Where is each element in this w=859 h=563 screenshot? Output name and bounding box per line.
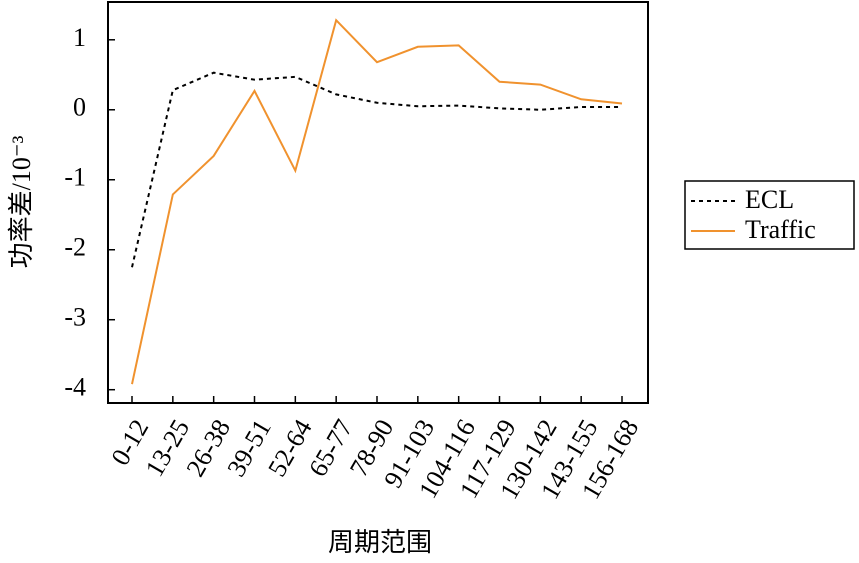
x-axis-label: 周期范围 <box>328 528 432 557</box>
y-tick-label: -3 <box>64 303 86 332</box>
plot-frame <box>107 1 649 404</box>
legend-box <box>684 180 855 250</box>
line-series <box>131 18 623 385</box>
legend-label: ECL <box>745 185 794 214</box>
y-tick-label: -4 <box>64 373 86 402</box>
y-tick-label: -1 <box>64 163 86 192</box>
y-tick-label: 1 <box>73 23 86 52</box>
y-axis-label: 功率差/10⁻³ <box>7 135 36 268</box>
y-tick-label: -2 <box>64 233 86 262</box>
y-tick-label: 0 <box>73 93 86 122</box>
line-series <box>131 71 622 268</box>
legend-label: Traffic <box>745 215 816 244</box>
